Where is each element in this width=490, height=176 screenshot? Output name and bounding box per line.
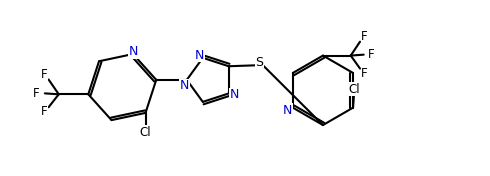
Text: F: F [361,30,368,43]
Text: S: S [255,56,263,70]
Text: F: F [41,68,47,81]
Text: F: F [361,67,368,80]
Text: N: N [283,103,292,117]
Text: F: F [41,105,47,118]
Text: Cl: Cl [140,126,151,139]
Text: N: N [195,49,204,62]
Text: N: N [230,88,239,101]
Text: F: F [368,48,375,61]
Text: N: N [129,45,138,58]
Text: F: F [33,87,40,100]
Text: N: N [180,79,189,92]
Text: Cl: Cl [348,83,360,96]
